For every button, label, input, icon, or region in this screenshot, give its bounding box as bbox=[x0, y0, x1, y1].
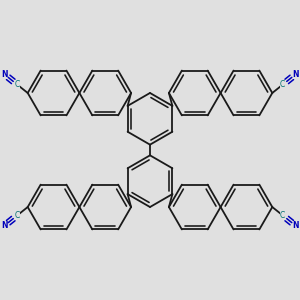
Text: C: C bbox=[15, 211, 20, 220]
Text: C: C bbox=[15, 80, 20, 89]
Text: C: C bbox=[280, 80, 285, 89]
Text: N: N bbox=[293, 221, 299, 230]
Text: N: N bbox=[1, 70, 7, 79]
Text: N: N bbox=[293, 70, 299, 79]
Text: N: N bbox=[1, 221, 7, 230]
Text: C: C bbox=[280, 211, 285, 220]
